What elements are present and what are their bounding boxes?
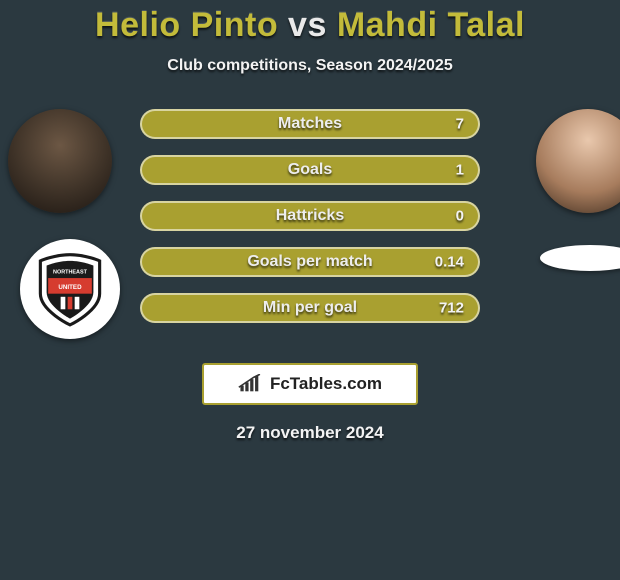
comparison-card: Helio Pinto vs Mahdi Talal Club competit… bbox=[0, 0, 620, 580]
player1-club-badge: NORTHEAST UNITED FC bbox=[20, 239, 120, 339]
stat-value: 712 bbox=[439, 300, 464, 317]
stat-row-goals-per-match: Goals per match 0.14 bbox=[140, 247, 480, 277]
page-title: Helio Pinto vs Mahdi Talal bbox=[95, 6, 525, 45]
title-row: Helio Pinto vs Mahdi Talal bbox=[0, 0, 620, 45]
stat-row-matches: Matches 7 bbox=[140, 109, 480, 139]
northeast-united-shield-icon: NORTHEAST UNITED FC bbox=[31, 250, 109, 328]
player1-name: Helio Pinto bbox=[95, 6, 278, 44]
stat-row-min-per-goal: Min per goal 712 bbox=[140, 293, 480, 323]
stats-column: Matches 7 Goals 1 Hattricks 0 Goals per … bbox=[140, 109, 480, 339]
player2-avatar bbox=[536, 109, 620, 213]
stat-label: Goals per match bbox=[247, 253, 372, 271]
stat-value: 7 bbox=[456, 116, 464, 133]
stat-label: Min per goal bbox=[263, 299, 357, 317]
bar-chart-icon bbox=[238, 374, 264, 394]
svg-text:NORTHEAST: NORTHEAST bbox=[53, 269, 88, 275]
player1-avatar bbox=[8, 109, 112, 213]
brand-text: FcTables.com bbox=[270, 374, 382, 394]
vs-text: vs bbox=[288, 6, 327, 44]
svg-text:FC: FC bbox=[66, 313, 73, 319]
stat-label: Matches bbox=[278, 115, 342, 133]
stat-row-goals: Goals 1 bbox=[140, 155, 480, 185]
player2-name: Mahdi Talal bbox=[337, 6, 525, 44]
player2-club-badge bbox=[540, 245, 620, 271]
subtitle: Club competitions, Season 2024/2025 bbox=[0, 57, 620, 75]
stat-value: 0.14 bbox=[435, 254, 464, 271]
brand-box: FcTables.com bbox=[202, 363, 418, 405]
stat-label: Goals bbox=[288, 161, 332, 179]
svg-text:UNITED: UNITED bbox=[58, 284, 82, 291]
stat-row-hattricks: Hattricks 0 bbox=[140, 201, 480, 231]
stat-value: 1 bbox=[456, 162, 464, 179]
stat-value: 0 bbox=[456, 208, 464, 225]
main-row: NORTHEAST UNITED FC Matches 7 Goals 1 Ha… bbox=[0, 105, 620, 355]
footer: FcTables.com 27 november 2024 bbox=[0, 363, 620, 443]
stat-label: Hattricks bbox=[276, 207, 344, 225]
date-text: 27 november 2024 bbox=[0, 423, 620, 443]
